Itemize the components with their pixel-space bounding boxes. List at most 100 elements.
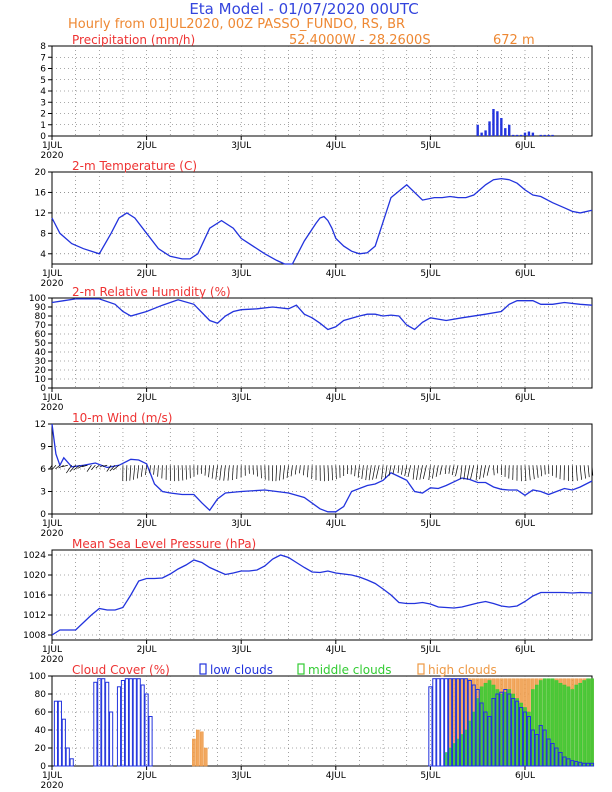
cloud-bar-low (128, 678, 133, 767)
cloud-bar-low (471, 684, 476, 767)
wind-vector (52, 465, 57, 470)
x-tick-label: 6JUL (515, 269, 535, 279)
x-tick-label: 2JUL (137, 269, 157, 279)
wind-vector (416, 465, 419, 480)
wind-vector (153, 465, 155, 475)
cloud-bar-low (574, 761, 579, 767)
precip-bar (539, 134, 542, 136)
y-tick-label: 90 (35, 303, 47, 313)
x-tick-label: 1JUL (42, 141, 62, 151)
wind-vector (583, 465, 586, 479)
cloud-bar-low (526, 716, 532, 767)
legend-swatch (417, 663, 425, 675)
cloud-bar-low (562, 756, 567, 767)
precip-bar (551, 134, 554, 136)
rh-line (51, 298, 593, 331)
wind-vector (419, 465, 423, 480)
wind-vector (357, 465, 360, 478)
y-tick-label: 0 (40, 132, 46, 142)
wind-vector (544, 465, 546, 475)
plot-frame (51, 171, 593, 265)
cloud-bar-low (136, 678, 141, 767)
wind-vector (95, 464, 100, 469)
wind-vector (451, 465, 455, 476)
y-tick-label: 50 (35, 339, 47, 349)
x-tick-label: 4JUL (326, 519, 346, 529)
x-tick-label: 1JUL (42, 771, 62, 781)
cloud-bar-middle (586, 678, 590, 767)
precip-bar (523, 132, 527, 136)
x-tick-label: 2JUL (137, 771, 157, 781)
precip-bar (484, 130, 487, 136)
cloud-bar-low (440, 678, 445, 767)
y-tick-label: 60 (35, 330, 47, 340)
cloud-bar-middle (574, 684, 579, 767)
cloud-bar-low (467, 680, 472, 767)
y-tick-label: 40 (35, 348, 47, 358)
wind-vector (106, 465, 112, 472)
x-tick-label: 2JUL (137, 645, 157, 655)
y-tick-label: 10 (35, 375, 47, 385)
cloud-bar-low (487, 716, 492, 767)
cloud-bar-low (132, 678, 137, 767)
cloud-bar-low (534, 734, 539, 767)
y-tick-label: 5 (40, 76, 46, 86)
wind-vector (215, 465, 218, 480)
cloud-bar-middle (570, 689, 575, 767)
precip-bar (547, 134, 550, 136)
wind-vector (303, 465, 305, 476)
wind-vector (81, 464, 88, 468)
wind-vector (231, 465, 234, 481)
panel-title: 2-m Temperature (C) (72, 159, 197, 173)
y-tick-label: 20 (35, 168, 47, 178)
x-tick-label: 6JUL (515, 519, 535, 529)
wind-vector (91, 465, 96, 470)
wind-vector (86, 465, 92, 472)
cloud-bar-low (97, 678, 102, 767)
header-subtitle: Hourly from 01JUL2020, 00Z PASSO_FUNDO, … (68, 17, 405, 32)
cloud-bar-low (585, 762, 591, 767)
cloud-bar-low (507, 693, 512, 767)
x-tick-label: 5JUL (420, 269, 440, 279)
wind-vector (571, 465, 574, 482)
wind-vector (133, 465, 136, 480)
wind-vector (482, 465, 486, 478)
wind-vector (157, 465, 159, 477)
y-tick-label: 7 (40, 53, 46, 63)
wind-vector (125, 465, 128, 482)
cloud-bar-low (448, 678, 453, 767)
wind-vector (149, 465, 151, 474)
y-tick-label: 12 (35, 209, 46, 219)
x-tick-label: 5JUL (420, 771, 440, 781)
wind-vector (113, 464, 120, 471)
precip-bar (515, 134, 519, 136)
panel-temp: 4 8 12 16 20 1JUL 2JUL 3JUL 4JUL 5JUL 6JUL 2020 2-m … (35, 159, 593, 289)
wind-vector (256, 465, 258, 477)
wind-vector (286, 465, 289, 478)
x-tick-label: 3JUL (231, 771, 251, 781)
wind-vector (227, 465, 230, 481)
wind-vector (335, 465, 337, 480)
wind-vector (381, 465, 384, 480)
wind-vector (475, 465, 479, 481)
wind-vector (136, 465, 140, 479)
precip-bar (519, 134, 523, 136)
precip-bar (543, 134, 546, 136)
wind-vector (540, 465, 543, 477)
wind-vector (77, 464, 84, 469)
y-tick-label: 80 (35, 312, 47, 322)
y-tick-label: 12 (35, 420, 46, 430)
cloud-bar-low (479, 702, 484, 767)
panel-title: Precipitation (mm/h) (72, 33, 195, 47)
cloud-bar-low (499, 691, 504, 767)
y-tick-label: 6 (40, 65, 46, 75)
y-tick-label: 60 (35, 708, 47, 718)
wind-vector (486, 465, 490, 476)
legend-swatch (199, 663, 207, 675)
wind-vector (392, 465, 396, 474)
y-tick-label: 0 (40, 762, 46, 772)
header-elevation: 672 m (493, 33, 535, 48)
wind-vector (422, 465, 427, 480)
cloud-bar-low (93, 681, 98, 767)
cloud-bar-middle (566, 686, 571, 767)
